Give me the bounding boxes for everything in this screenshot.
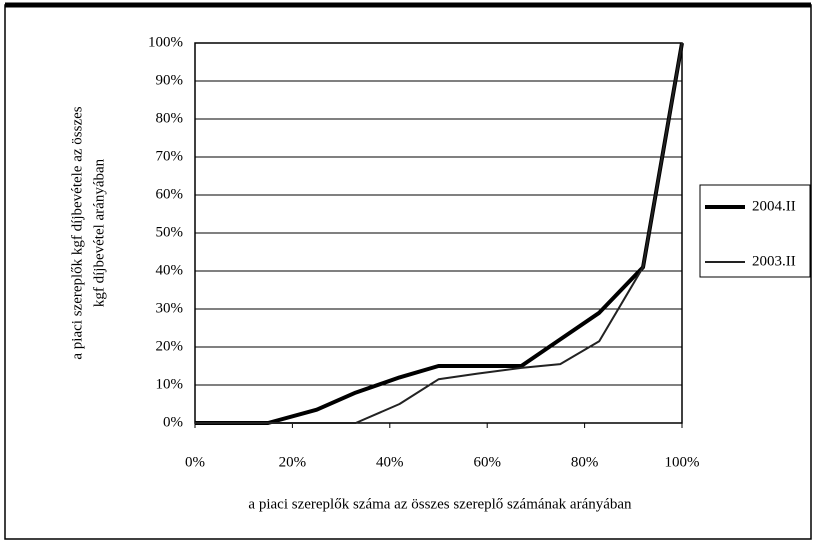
- x-tick-label: 60%: [473, 454, 501, 470]
- plot-area: [194, 42, 683, 424]
- x-axis-label: a piaci szereplők száma az összes szerep…: [248, 496, 632, 512]
- legend-label: 2003.II: [752, 253, 796, 269]
- x-tick-label: 100%: [665, 454, 700, 470]
- y-tick-label: 90%: [156, 72, 184, 88]
- x-tick-label: 0%: [185, 454, 205, 470]
- y-tick-label: 100%: [148, 34, 183, 50]
- legend-label: 2004.II: [752, 198, 796, 214]
- line-series: [195, 42, 683, 424]
- y-tick-label: 60%: [156, 186, 184, 202]
- y-tick-label: 10%: [156, 376, 184, 392]
- line-series: [195, 42, 684, 425]
- y-tick-label: 0%: [163, 414, 183, 430]
- y-tick-label: 80%: [156, 110, 184, 126]
- y-tick-label: 30%: [156, 300, 184, 316]
- x-tick-label: 80%: [571, 454, 599, 470]
- x-tick-label: 40%: [376, 454, 404, 470]
- x-tick-label: 20%: [279, 454, 307, 470]
- y-axis-label: a piaci szereplők kgf díjbevétele az öss…: [69, 106, 85, 359]
- y-axis-label: kgf díjbevétel arányában: [91, 158, 107, 307]
- y-tick-label: 70%: [156, 148, 184, 164]
- y-tick-label: 40%: [156, 262, 184, 278]
- y-tick-label: 20%: [156, 338, 184, 354]
- y-tick-label: 50%: [156, 224, 184, 240]
